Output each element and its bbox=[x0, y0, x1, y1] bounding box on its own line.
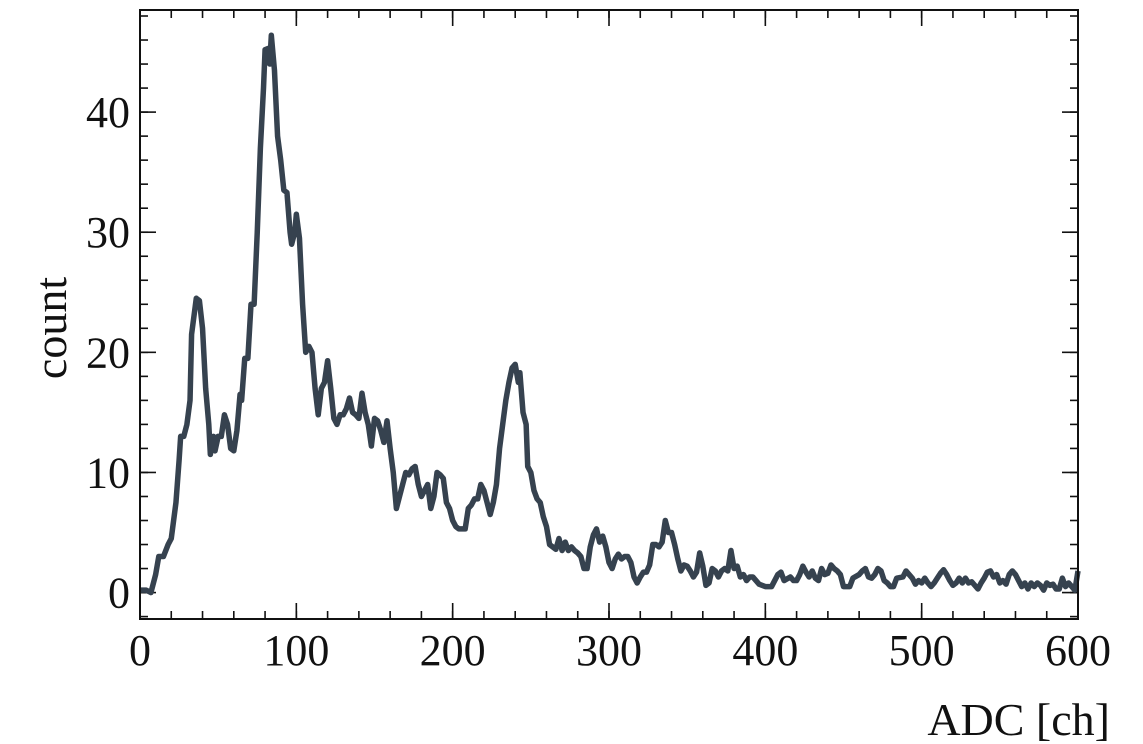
x-axis-label: ADC [ch] bbox=[927, 694, 1110, 744]
y-tick-label: 10 bbox=[86, 448, 130, 497]
y-tick-label: 20 bbox=[86, 328, 130, 377]
x-tick-label: 100 bbox=[263, 626, 329, 675]
x-tick-label: 0 bbox=[129, 626, 151, 675]
x-tick-label: 200 bbox=[420, 626, 486, 675]
x-tick-label: 600 bbox=[1045, 626, 1111, 675]
x-tick-label: 400 bbox=[732, 626, 798, 675]
data-line bbox=[140, 32, 1081, 596]
plot-frame bbox=[139, 9, 1079, 620]
x-tick-label: 500 bbox=[889, 626, 955, 675]
y-axis-label: count bbox=[25, 277, 76, 379]
y-tick-label: 0 bbox=[108, 569, 130, 618]
x-tick-label: 300 bbox=[576, 626, 642, 675]
y-tick-label: 40 bbox=[86, 88, 130, 137]
y-tick-label: 30 bbox=[86, 208, 130, 257]
